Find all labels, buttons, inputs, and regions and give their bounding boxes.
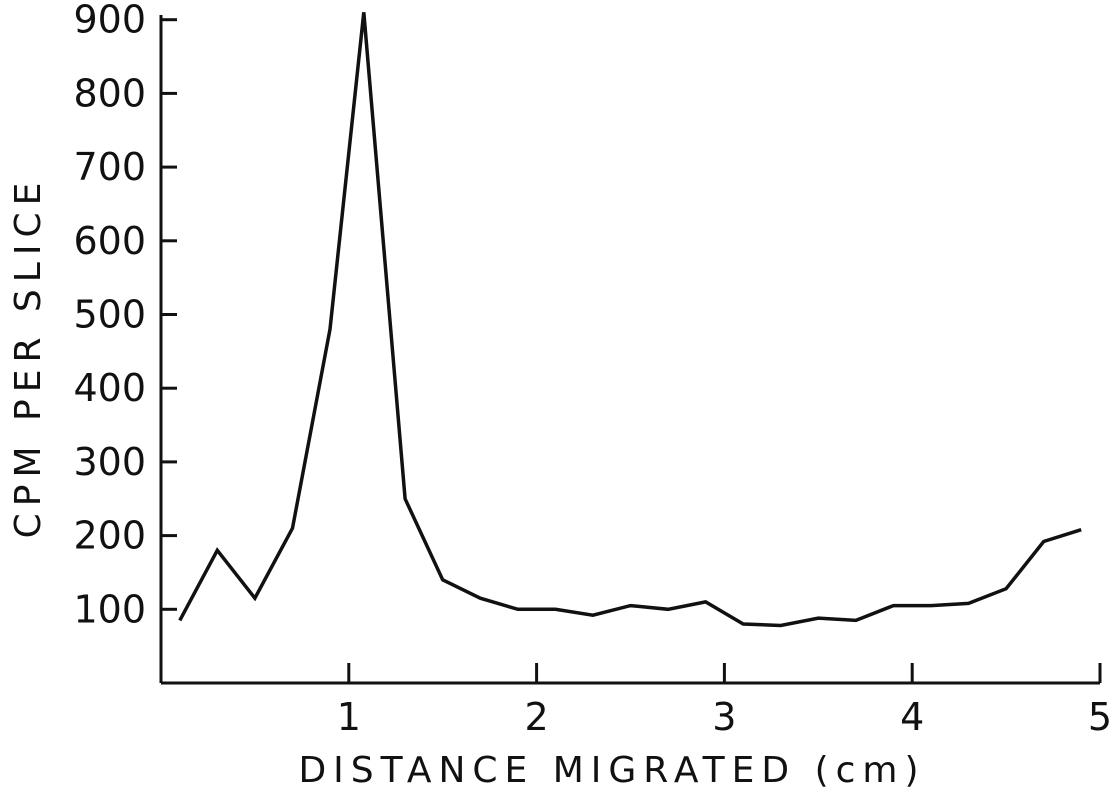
x-axis-title: DISTANCE MIGRATED (cm) xyxy=(298,750,925,791)
y-tick-label: 800 xyxy=(73,71,146,115)
series-layer xyxy=(178,12,1082,628)
x-tick-label: 3 xyxy=(712,695,736,739)
y-axis-title: CPM PER SLICE xyxy=(8,176,49,539)
y-tick-label: 200 xyxy=(73,514,146,558)
y-tick-label: 400 xyxy=(73,366,146,410)
y-tick-label: 700 xyxy=(73,145,146,189)
x-tick-label: 2 xyxy=(525,695,549,739)
y-tick-label: 500 xyxy=(73,293,146,337)
y-tick-label: 300 xyxy=(73,440,146,484)
x-tick-label: 4 xyxy=(900,695,924,739)
ticks-layer: 100 200 300 400 500 600 700 800 900 1 2 3 4 5 xyxy=(73,0,1110,739)
y-tick-label: 600 xyxy=(73,219,146,263)
y-tick-label: 900 xyxy=(73,0,146,42)
x-tick-label: 5 xyxy=(1088,695,1110,739)
x-tick-label: 1 xyxy=(337,695,361,739)
series-line xyxy=(178,12,1082,628)
y-tick-label: 100 xyxy=(73,587,146,631)
